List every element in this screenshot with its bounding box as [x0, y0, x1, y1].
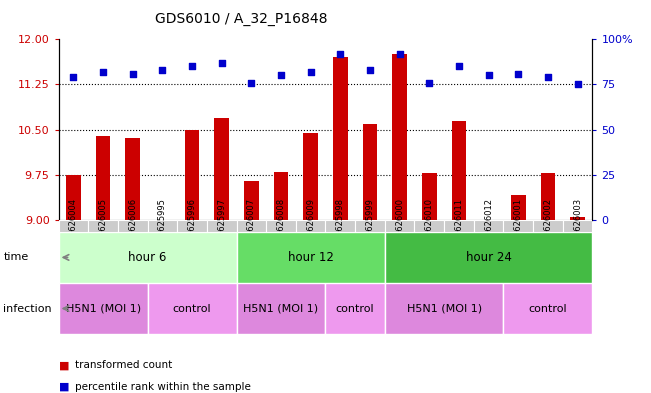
Text: GSM1626001: GSM1626001 [514, 198, 523, 254]
Text: GSM1626006: GSM1626006 [128, 198, 137, 254]
Text: hour 6: hour 6 [128, 251, 167, 264]
Text: GSM1626004: GSM1626004 [69, 198, 78, 254]
Text: control: control [173, 303, 212, 314]
Bar [452, 121, 466, 220]
Text: GSM1626000: GSM1626000 [395, 198, 404, 254]
Text: GSM1626012: GSM1626012 [484, 198, 493, 254]
Text: GDS6010 / A_32_P16848: GDS6010 / A_32_P16848 [155, 12, 327, 26]
Bar [273, 172, 288, 220]
Bar [236, 220, 266, 232]
Bar [303, 133, 318, 220]
Text: control: control [336, 303, 374, 314]
Bar [148, 220, 177, 232]
Text: GSM1626005: GSM1626005 [98, 198, 107, 254]
Bar [355, 220, 385, 232]
Bar [66, 175, 81, 220]
Text: transformed count: transformed count [75, 360, 172, 371]
Bar [540, 173, 555, 220]
Bar [177, 220, 207, 232]
Text: GSM1626008: GSM1626008 [277, 198, 286, 254]
Text: H5N1 (MOI 1): H5N1 (MOI 1) [66, 303, 141, 314]
Bar [503, 283, 592, 334]
Bar [326, 283, 385, 334]
Bar [511, 195, 526, 220]
Bar [207, 220, 236, 232]
Bar [236, 232, 385, 283]
Text: GSM1625995: GSM1625995 [158, 198, 167, 254]
Text: GSM1626003: GSM1626003 [573, 198, 582, 254]
Text: percentile rank within the sample: percentile rank within the sample [75, 382, 251, 392]
Text: GSM1626009: GSM1626009 [306, 198, 315, 254]
Text: infection: infection [3, 303, 52, 314]
Bar [214, 118, 229, 220]
Bar [422, 173, 437, 220]
Text: GSM1625997: GSM1625997 [217, 198, 226, 254]
Bar [125, 138, 140, 220]
Point [365, 67, 375, 73]
Point [305, 69, 316, 75]
Bar [562, 220, 592, 232]
Text: H5N1 (MOI 1): H5N1 (MOI 1) [243, 303, 318, 314]
Point [276, 72, 286, 79]
Point [395, 51, 405, 57]
Bar [533, 220, 562, 232]
Point [484, 72, 494, 79]
Bar [363, 124, 378, 220]
Bar [118, 220, 148, 232]
Point [68, 74, 79, 81]
Bar [392, 54, 407, 220]
Text: hour 12: hour 12 [288, 251, 333, 264]
Text: GSM1626007: GSM1626007 [247, 198, 256, 254]
Bar [385, 232, 592, 283]
Text: GSM1626011: GSM1626011 [454, 198, 464, 254]
Bar [89, 220, 118, 232]
Bar [326, 220, 355, 232]
Bar [244, 181, 258, 220]
Bar [296, 220, 326, 232]
Bar [333, 57, 348, 220]
Text: ■: ■ [59, 382, 69, 392]
Bar [185, 130, 199, 220]
Point [335, 51, 346, 57]
Bar [385, 283, 503, 334]
Bar [444, 220, 474, 232]
Bar [148, 283, 236, 334]
Text: GSM1626002: GSM1626002 [544, 198, 553, 254]
Point [424, 79, 434, 86]
Text: control: control [529, 303, 567, 314]
Point [246, 79, 256, 86]
Text: GSM1625999: GSM1625999 [365, 198, 374, 254]
Point [454, 63, 464, 70]
Bar [236, 283, 326, 334]
Point [217, 60, 227, 66]
Bar [59, 232, 236, 283]
Bar [503, 220, 533, 232]
Text: GSM1626010: GSM1626010 [425, 198, 434, 254]
Point [543, 74, 553, 81]
Bar [415, 220, 444, 232]
Text: hour 24: hour 24 [465, 251, 512, 264]
Point [157, 67, 167, 73]
Text: H5N1 (MOI 1): H5N1 (MOI 1) [407, 303, 482, 314]
Bar [385, 220, 415, 232]
Bar [266, 220, 296, 232]
Bar [96, 136, 111, 220]
Point [187, 63, 197, 70]
Point [572, 81, 583, 88]
Point [98, 69, 108, 75]
Text: GSM1625998: GSM1625998 [336, 198, 345, 254]
Bar [570, 217, 585, 220]
Bar [59, 220, 89, 232]
Point [128, 70, 138, 77]
Text: time: time [3, 252, 29, 263]
Bar [59, 283, 148, 334]
Text: GSM1625996: GSM1625996 [187, 198, 197, 254]
Point [513, 70, 523, 77]
Text: ■: ■ [59, 360, 69, 371]
Bar [474, 220, 503, 232]
